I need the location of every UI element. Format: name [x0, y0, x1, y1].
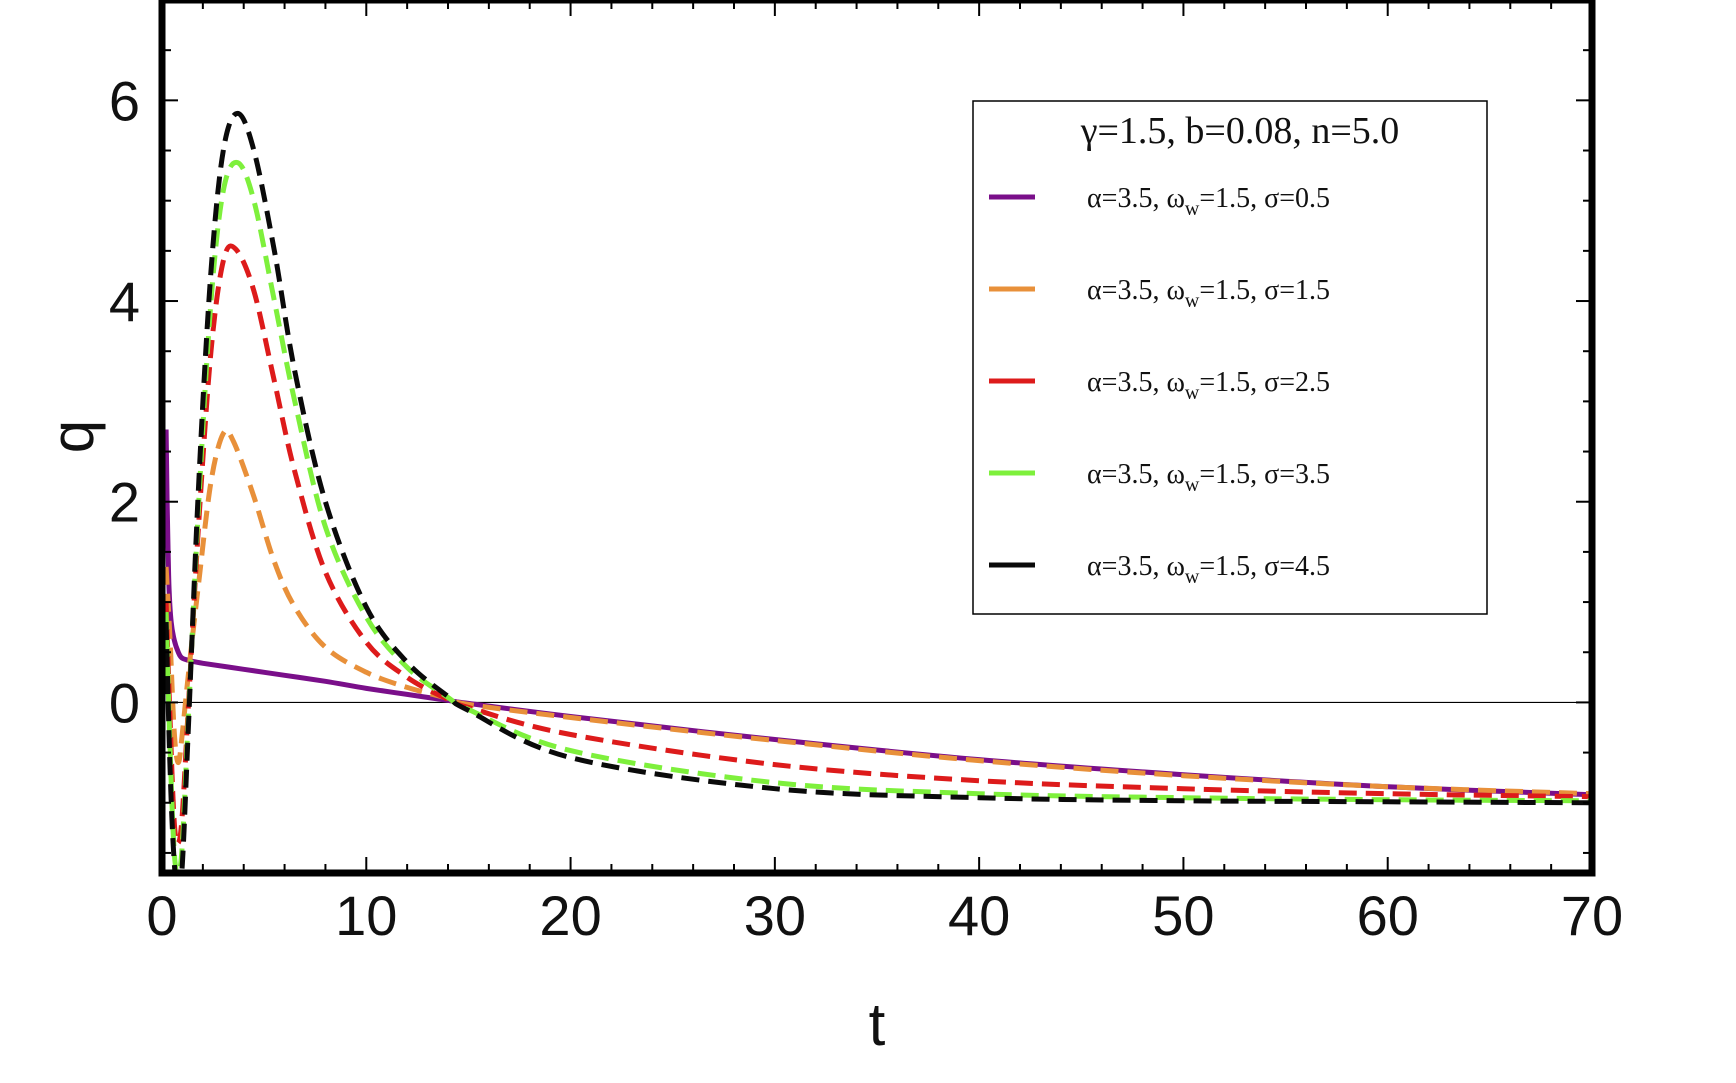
legend-label: α=3.5, ωw=1.5, σ=1.5: [1087, 275, 1330, 312]
x-tick-label: 10: [335, 884, 397, 947]
legend-box: [972, 100, 1488, 615]
legend-entry-5: α=3.5, ωw=1.5, σ=4.5: [989, 551, 1330, 588]
series-line-4: [163, 159, 1592, 873]
y-tick-label: 0: [109, 671, 140, 734]
y-tick-label: 6: [109, 69, 140, 132]
plot-frame: [158, 0, 1596, 877]
legend-label: α=3.5, ωw=1.5, σ=4.5: [1087, 551, 1330, 588]
legend-label: α=3.5, ωw=1.5, σ=2.5: [1087, 367, 1330, 404]
legend-entry-4: α=3.5, ωw=1.5, σ=3.5: [989, 459, 1330, 496]
legend: γ=1.5, b=0.08, n=5.0 α=3.5, ωw=1.5, σ=0.…: [972, 100, 1488, 615]
x-tick-label: 70: [1561, 884, 1623, 947]
legend-title: γ=1.5, b=0.08, n=5.0: [1080, 110, 1400, 152]
x-tick-label: 40: [948, 884, 1010, 947]
x-tick-label: 30: [744, 884, 806, 947]
x-axis-title: t: [869, 991, 886, 1058]
series-line-2: [163, 427, 1592, 797]
series-layer: [163, 110, 1592, 873]
legend-entry-1: α=3.5, ωw=1.5, σ=0.5: [989, 183, 1330, 220]
legend-entries: α=3.5, ωw=1.5, σ=0.5 α=3.5, ωw=1.5, σ=1.5…: [989, 183, 1330, 588]
x-tick-label: 50: [1152, 884, 1214, 947]
y-tick-label: 2: [109, 471, 140, 534]
y-axis-title: q: [39, 420, 106, 453]
series-line-5: [163, 110, 1592, 873]
y-tick-label: 4: [109, 270, 140, 333]
x-tick-label: 0: [146, 884, 177, 947]
legend-entry-2: α=3.5, ωw=1.5, σ=1.5: [989, 275, 1330, 312]
legend-label: α=3.5, ωw=1.5, σ=0.5: [1087, 183, 1330, 220]
x-tick-label: 60: [1357, 884, 1419, 947]
legend-label: α=3.5, ωw=1.5, σ=3.5: [1087, 459, 1330, 496]
legend-entry-3: α=3.5, ωw=1.5, σ=2.5: [989, 367, 1330, 404]
x-tick-label: 20: [539, 884, 601, 947]
tick-labels-layer: 0 10 20 30 40 50 60 70 0 2 4 6: [109, 69, 1623, 947]
